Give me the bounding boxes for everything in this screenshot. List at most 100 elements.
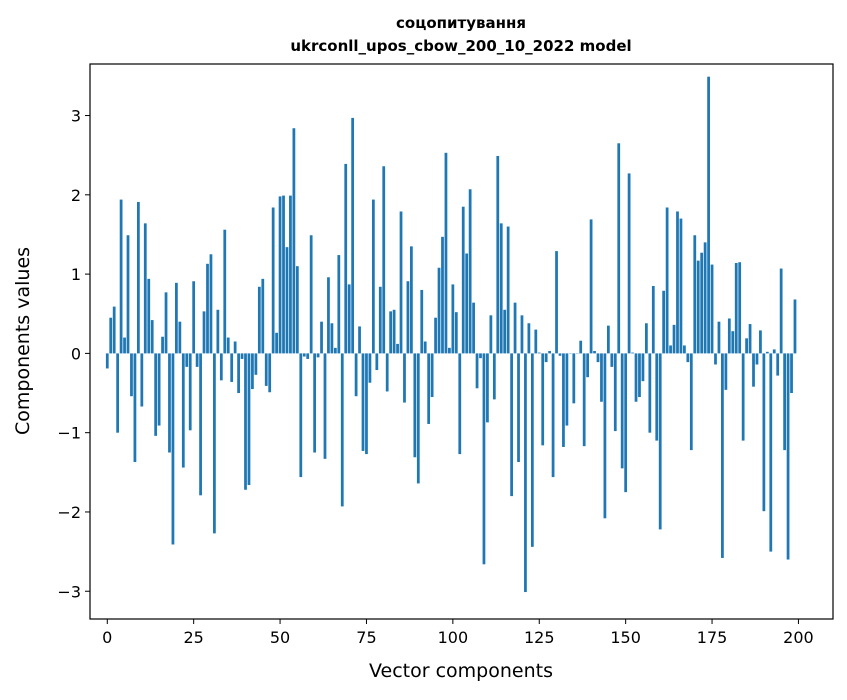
x-tick-label: 25: [183, 628, 203, 647]
bar: [379, 287, 382, 354]
bar: [140, 353, 143, 406]
bar: [420, 290, 423, 353]
bar: [234, 342, 237, 354]
y-axis-label: Components values: [12, 247, 34, 435]
bar: [410, 246, 413, 353]
bar: [586, 353, 589, 377]
bar: [258, 287, 261, 354]
bar: [109, 318, 112, 354]
bar: [745, 338, 748, 353]
chart-subtitle: ukrconll_upos_cbow_200_10_2022 model: [290, 37, 631, 55]
bar: [735, 263, 738, 353]
bar: [572, 353, 575, 403]
bar: [552, 353, 555, 477]
bar: [382, 166, 385, 353]
bar: [455, 312, 458, 353]
bar: [306, 353, 309, 359]
bar: [237, 353, 240, 393]
bar: [400, 211, 403, 353]
bar: [621, 353, 624, 468]
bar: [724, 353, 727, 389]
bar: [348, 284, 351, 353]
x-tick-label: 75: [356, 628, 376, 647]
bar: [272, 208, 275, 354]
bar: [220, 353, 223, 380]
bar: [655, 353, 658, 440]
bar: [759, 330, 762, 353]
bar: [524, 353, 527, 592]
bar: [738, 262, 741, 353]
bar: [458, 353, 461, 454]
bar: [607, 326, 610, 354]
chart-title: соцопитування: [396, 14, 526, 32]
bar: [289, 196, 292, 354]
y-tick-label: −2: [57, 503, 81, 522]
bar: [773, 349, 776, 353]
bar: [531, 353, 534, 546]
bar: [116, 353, 119, 432]
y-tick-label: 1: [71, 265, 81, 284]
bar: [113, 307, 116, 354]
bar: [476, 353, 479, 388]
bar: [617, 143, 620, 353]
bar: [310, 235, 313, 353]
bar: [493, 353, 496, 399]
bar: [341, 353, 344, 506]
bar: [375, 353, 378, 370]
bar: [144, 223, 147, 353]
x-tick-label: 125: [524, 628, 555, 647]
bar: [693, 235, 696, 353]
bar: [417, 353, 420, 483]
bar: [489, 315, 492, 353]
bar: [579, 341, 582, 354]
bar: [631, 353, 634, 354]
bar: [614, 353, 617, 431]
bar: [673, 325, 676, 354]
bar: [393, 310, 396, 354]
bar: [752, 353, 755, 386]
bar: [559, 353, 562, 355]
bar: [268, 353, 271, 392]
bar: [528, 323, 531, 353]
bar: [445, 153, 448, 354]
x-tick-label: 175: [697, 628, 728, 647]
bar: [534, 330, 537, 354]
bar: [134, 353, 137, 462]
y-tick-label: 0: [71, 344, 81, 363]
bar: [161, 337, 164, 354]
bar: [451, 284, 454, 353]
bar: [510, 353, 513, 496]
bar: [358, 326, 361, 353]
bar: [331, 323, 334, 353]
bar: [369, 353, 372, 382]
bar: [396, 344, 399, 354]
x-tick-label: 100: [438, 628, 469, 647]
bar: [538, 353, 541, 354]
bar: [261, 279, 264, 354]
bar: [486, 353, 489, 422]
y-tick-label: −1: [57, 424, 81, 443]
bar: [711, 265, 714, 354]
bar: [666, 208, 669, 354]
bar: [172, 353, 175, 544]
bar: [686, 353, 689, 362]
bar: [648, 353, 651, 432]
bar: [282, 196, 285, 354]
bar: [403, 353, 406, 402]
bar: [106, 353, 109, 368]
x-axis-label: Vector components: [369, 660, 553, 682]
bar: [462, 207, 465, 354]
bar: [407, 281, 410, 353]
bar: [756, 353, 759, 364]
bar: [541, 353, 544, 445]
bar: [147, 279, 150, 354]
bar: [120, 200, 123, 354]
bar: [165, 292, 168, 353]
bar: [248, 353, 251, 485]
bar: [413, 353, 416, 457]
bar: [469, 189, 472, 353]
bar: [472, 303, 475, 354]
bar: [707, 77, 710, 354]
bar: [324, 353, 327, 458]
